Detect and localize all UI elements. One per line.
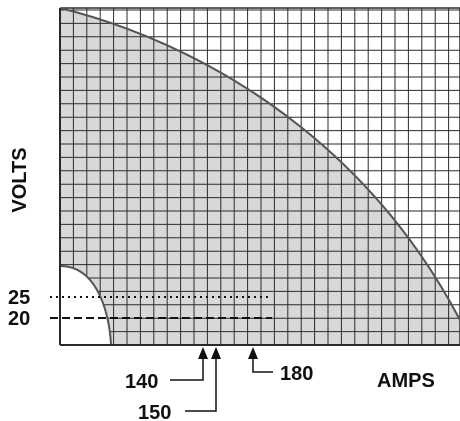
maximum-output-curve xyxy=(59,7,460,321)
x-marker-label-180: 180 xyxy=(280,363,313,385)
operating-region xyxy=(60,8,460,345)
y-marker-label-25: 25 xyxy=(8,287,30,309)
marker-arrow-150 xyxy=(185,347,221,412)
y-axis-label: VOLTS xyxy=(9,147,31,212)
marker-arrow-140 xyxy=(170,347,208,381)
chart-grid xyxy=(60,7,460,345)
marker-arrow-180 xyxy=(248,347,273,373)
y-marker-label-20: 20 xyxy=(8,308,30,330)
x-marker-label-140: 140 xyxy=(125,371,158,393)
x-axis-label: AMPS xyxy=(377,370,435,392)
minimum-current-boundary xyxy=(60,266,111,345)
minimum-output-curve xyxy=(59,265,112,346)
x-marker-label-150: 150 xyxy=(138,402,171,421)
